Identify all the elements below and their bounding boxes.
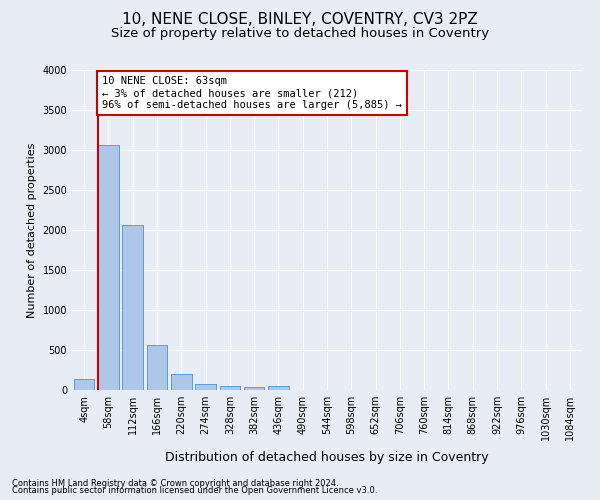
Bar (220, 386, 240, 390)
Bar (74, 379, 94, 390)
Bar (268, 386, 289, 390)
Bar (171, 374, 191, 390)
Text: Size of property relative to detached houses in Coventry: Size of property relative to detached ho… (111, 28, 489, 40)
Y-axis label: Number of detached properties: Number of detached properties (27, 142, 37, 318)
Bar (122, 225, 143, 390)
X-axis label: Distribution of detached houses by size in Coventry: Distribution of detached houses by size … (165, 451, 489, 464)
Bar (195, 384, 216, 390)
Text: 10 NENE CLOSE: 63sqm
← 3% of detached houses are smaller (212)
96% of semi-detac: 10 NENE CLOSE: 63sqm ← 3% of detached ho… (102, 76, 402, 110)
Bar (98, 145, 119, 390)
Bar (244, 387, 265, 390)
Text: 10, NENE CLOSE, BINLEY, COVENTRY, CV3 2PZ: 10, NENE CLOSE, BINLEY, COVENTRY, CV3 2P… (122, 12, 478, 28)
Bar (146, 345, 167, 390)
Text: Contains public sector information licensed under the Open Government Licence v3: Contains public sector information licen… (12, 486, 377, 495)
Text: Contains HM Land Registry data © Crown copyright and database right 2024.: Contains HM Land Registry data © Crown c… (12, 478, 338, 488)
